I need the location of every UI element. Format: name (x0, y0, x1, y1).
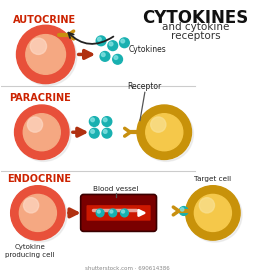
Circle shape (27, 117, 43, 132)
Circle shape (30, 38, 47, 54)
FancyBboxPatch shape (81, 194, 157, 231)
Circle shape (20, 194, 56, 232)
Circle shape (12, 188, 67, 242)
Text: Receptor: Receptor (128, 82, 162, 91)
Circle shape (23, 198, 39, 213)
Circle shape (89, 117, 99, 126)
Circle shape (89, 128, 99, 138)
Circle shape (110, 210, 113, 213)
Circle shape (151, 117, 166, 132)
Circle shape (16, 25, 75, 84)
Text: Cytokines: Cytokines (128, 45, 166, 54)
Circle shape (146, 114, 183, 151)
Circle shape (120, 38, 129, 48)
Text: ENDOCRINE: ENDOCRINE (7, 174, 71, 184)
Circle shape (194, 194, 231, 232)
Circle shape (199, 198, 214, 213)
Circle shape (23, 114, 60, 151)
Circle shape (18, 27, 77, 86)
Text: shutterstock.com · 690614386: shutterstock.com · 690614386 (85, 266, 170, 271)
Circle shape (121, 39, 125, 43)
Text: Cytokine
producing cell: Cytokine producing cell (5, 244, 55, 258)
Circle shape (186, 186, 240, 240)
Text: and cytokine: and cytokine (162, 22, 229, 32)
Circle shape (109, 42, 113, 46)
Text: CYTOKINES: CYTOKINES (142, 9, 249, 27)
Circle shape (16, 107, 71, 161)
Text: Blood vessel: Blood vessel (93, 186, 138, 192)
Text: Target cell: Target cell (194, 176, 231, 182)
Circle shape (11, 186, 65, 240)
Circle shape (180, 208, 184, 211)
Circle shape (91, 118, 94, 122)
Circle shape (102, 128, 112, 138)
Circle shape (114, 56, 118, 59)
Circle shape (98, 37, 101, 41)
Text: PARACRINE: PARACRINE (9, 93, 70, 103)
Circle shape (96, 36, 106, 46)
Circle shape (122, 210, 125, 213)
Circle shape (15, 105, 69, 159)
Circle shape (137, 105, 192, 159)
Circle shape (113, 54, 122, 64)
Circle shape (26, 35, 66, 74)
Circle shape (102, 117, 112, 126)
Text: receptors: receptors (171, 31, 220, 41)
Circle shape (97, 210, 100, 213)
Circle shape (103, 118, 107, 122)
Circle shape (121, 209, 128, 217)
Circle shape (109, 209, 117, 217)
Circle shape (103, 130, 107, 133)
Circle shape (96, 209, 104, 217)
FancyBboxPatch shape (87, 205, 151, 221)
Text: AUTOCRINE: AUTOCRINE (12, 15, 76, 25)
Circle shape (188, 188, 242, 242)
Circle shape (101, 53, 105, 57)
Circle shape (108, 41, 118, 51)
Circle shape (100, 52, 110, 61)
Circle shape (179, 207, 188, 215)
Circle shape (91, 130, 94, 133)
Circle shape (139, 107, 193, 161)
